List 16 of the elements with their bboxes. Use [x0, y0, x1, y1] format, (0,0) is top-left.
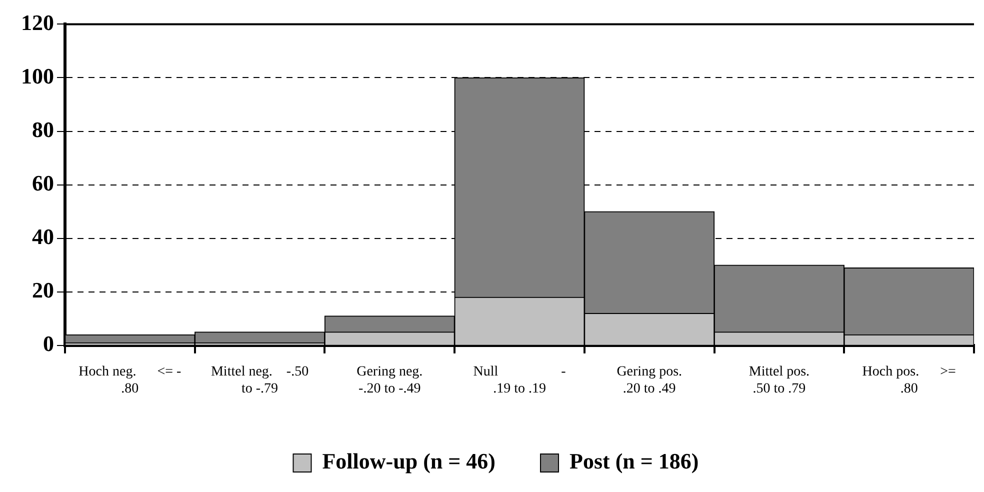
y-tick-label: 40: [32, 224, 54, 250]
x-tick-label: Gering neg. -.20 to -.49: [356, 364, 423, 396]
y-tick-label: 100: [21, 63, 54, 88]
x-tick-label: Hoch pos. >= .80: [862, 364, 956, 396]
y-tick-label: 120: [21, 10, 54, 35]
x-tick-label: Gering pos. .20 to .49: [616, 364, 682, 396]
x-tick-label: Null - .19 to .19: [473, 364, 566, 396]
x-tick-label: Hoch neg. <= - .80: [78, 364, 182, 396]
y-tick-label: 20: [32, 278, 54, 303]
x-tick-label: Mittel pos. .50 to .79: [748, 364, 810, 396]
legend-label: Post (n = 186): [570, 448, 699, 474]
x-tick-label: Mittel neg. -.50 to -.79: [210, 364, 309, 396]
y-tick-label: 60: [32, 170, 54, 196]
y-tick-label: 0: [43, 331, 54, 356]
legend-label: Follow-up (n = 46): [322, 448, 496, 474]
y-tick-label: 80: [32, 116, 54, 142]
